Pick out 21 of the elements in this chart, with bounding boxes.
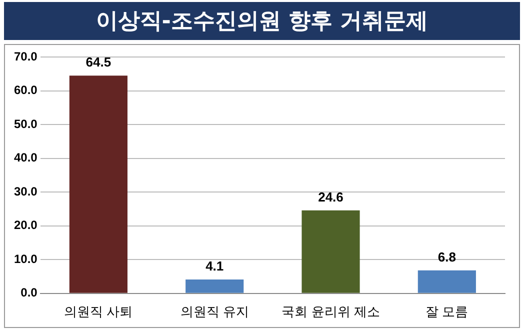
y-tick-label: 0.0 <box>20 286 38 300</box>
data-label: 4.1 <box>206 258 224 274</box>
x-tick-label: 국회 윤리위 제소 <box>282 304 380 319</box>
x-tick-label: 의원직 사퇴 <box>64 304 133 319</box>
y-tick-label: 30.0 <box>14 184 38 198</box>
data-label: 6.8 <box>438 250 456 265</box>
bar <box>418 270 476 293</box>
y-tick-label: 20.0 <box>14 218 38 232</box>
y-tick-label: 50.0 <box>14 116 38 131</box>
bar <box>302 210 360 293</box>
chart-title: 이상직-조수진의원 향후 거취문제 <box>4 2 520 40</box>
y-tick-label: 40.0 <box>14 150 38 165</box>
data-label: 64.5 <box>86 54 112 70</box>
bar <box>69 76 128 293</box>
data-label: 24.6 <box>318 189 344 204</box>
y-tick-label: 70.0 <box>14 49 38 64</box>
bar <box>186 280 244 293</box>
x-tick-label: 의원직 유지 <box>180 304 249 319</box>
y-tick-label: 10.0 <box>14 252 38 266</box>
y-tick-label: 60.0 <box>14 83 38 98</box>
x-tick-label: 잘 모름 <box>426 304 468 319</box>
